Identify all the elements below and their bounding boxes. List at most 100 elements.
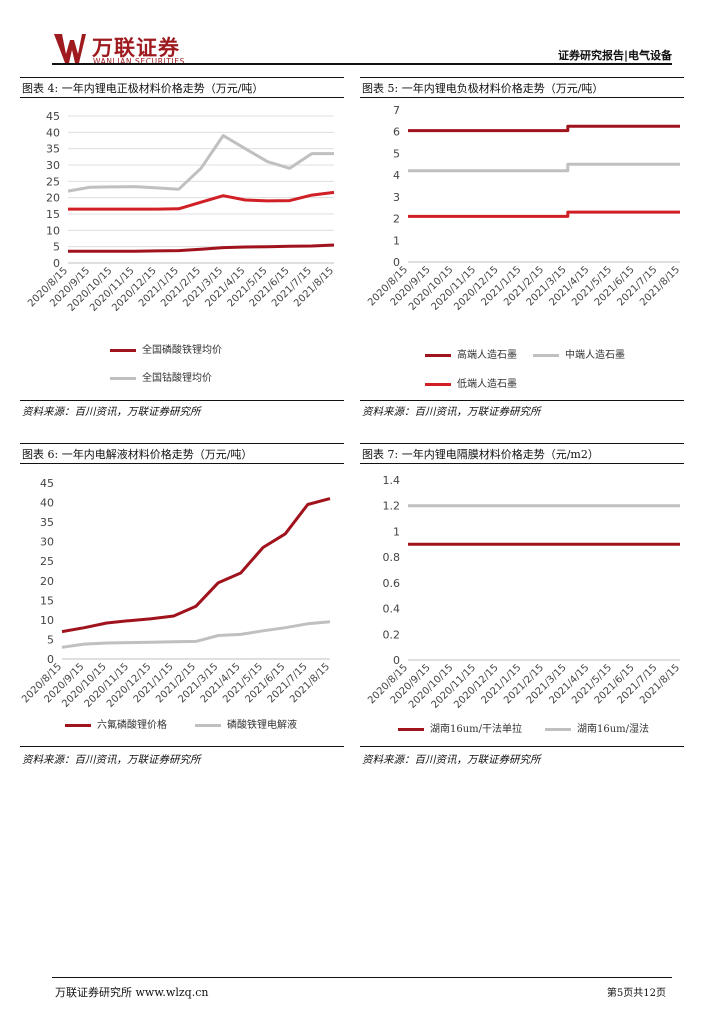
- y-tick-label: 25: [46, 175, 60, 188]
- y-tick-label: 1.4: [383, 474, 401, 487]
- legend-label: 全国钴酸锂均价: [142, 373, 212, 384]
- legend-label: 低端人造石墨: [457, 379, 517, 390]
- series-line: [67, 134, 334, 193]
- fig7-source-rule: [360, 746, 684, 747]
- series-line: [408, 162, 680, 173]
- logo-mark-icon: [54, 34, 86, 63]
- legend-swatch: [398, 728, 424, 731]
- fig7-source: 资料来源：百川资讯，万联证券研究所: [362, 754, 541, 766]
- y-tick-label: 40: [40, 497, 54, 510]
- y-tick-label: 2: [393, 213, 400, 226]
- fig4-legend-item-1: 全国磷酸铁锂均价: [110, 341, 222, 356]
- y-tick-label: 1.2: [383, 500, 401, 513]
- fig7-chart: 00.20.40.60.811.21.42020/8/152020/9/1520…: [366, 474, 682, 711]
- y-tick-label: 1: [393, 234, 400, 247]
- footer-company: 万联证券研究所 www.wlzq.cn: [55, 986, 209, 999]
- y-tick-label: 0: [393, 654, 400, 667]
- y-tick-label: 20: [46, 192, 60, 205]
- y-tick-label: 1: [393, 525, 400, 538]
- fig4-title: 图表 4: 一年内锂电正极材料价格走势（万元/吨）: [22, 82, 264, 95]
- fig7-title: 图表 7: 一年内锂电隔膜材料价格走势（元/m2）: [362, 448, 599, 461]
- footer-page-number: 第5页共12页: [606, 988, 666, 999]
- series-line: [408, 210, 680, 218]
- legend-swatch: [110, 377, 136, 380]
- fig6-chart: 0510152025303540452020/8/152020/9/152020…: [20, 477, 332, 710]
- company-logo: 万联证券 WANLIAN SECURITIES: [52, 30, 212, 70]
- fig7-legend-item-2: 湖南16um/湿法: [545, 720, 649, 735]
- fig5-legend-item-3: 低端人造石墨: [425, 375, 517, 390]
- fig5-title-rule: [360, 97, 684, 98]
- logo-name: 万联证券: [92, 36, 180, 60]
- y-tick-label: 3: [393, 191, 400, 204]
- fig6-source: 资料来源：百川资讯，万联证券研究所: [22, 754, 201, 766]
- y-tick-label: 10: [46, 224, 60, 237]
- fig6-title-rule: [20, 463, 344, 464]
- fig7-title-rule: [360, 463, 684, 464]
- fig7-top-rule: [360, 443, 684, 444]
- report-category: 证券研究报告|电气设备: [557, 49, 672, 62]
- legend-label: 湖南16um/湿法: [577, 724, 650, 735]
- y-tick-label: 0: [53, 257, 60, 270]
- legend-swatch: [533, 354, 559, 357]
- fig4-top-rule: [20, 77, 344, 78]
- y-tick-label: 0.4: [383, 603, 401, 616]
- fig4-source-rule: [20, 400, 344, 401]
- legend-swatch: [425, 354, 451, 357]
- header-rule: [52, 63, 672, 65]
- legend-swatch: [425, 383, 451, 386]
- legend-swatch: [545, 728, 571, 731]
- y-tick-label: 20: [40, 575, 54, 588]
- legend-label: 湖南16um/干法单拉: [430, 724, 523, 735]
- fig5-legend-item-2: 中端人造石墨: [533, 346, 625, 361]
- y-tick-label: 15: [40, 594, 54, 607]
- fig6-top-rule: [20, 443, 344, 444]
- y-tick-label: 40: [46, 126, 60, 139]
- y-tick-label: 5: [53, 241, 60, 254]
- fig5-chart: 012345672020/8/152020/9/152020/10/152020…: [366, 104, 682, 313]
- fig5-top-rule: [360, 77, 684, 78]
- y-tick-label: 45: [40, 477, 54, 490]
- y-tick-label: 6: [393, 126, 400, 139]
- fig4-chart: 0510152025303540452020/8/152020/9/152020…: [26, 110, 336, 314]
- y-tick-label: 5: [47, 633, 54, 646]
- y-tick-label: 45: [46, 110, 60, 123]
- legend-label: 高端人造石墨: [457, 350, 517, 361]
- legend-swatch: [65, 724, 91, 727]
- fig4-source: 资料来源：百川资讯，万联证券研究所: [22, 406, 201, 418]
- series-line: [68, 190, 335, 211]
- fig5-legend-item-1: 高端人造石墨: [425, 346, 517, 361]
- series-line: [408, 124, 680, 133]
- series-line: [68, 243, 335, 253]
- y-tick-label: 35: [40, 516, 54, 529]
- y-tick-label: 5: [393, 147, 400, 160]
- y-tick-label: 15: [46, 208, 60, 221]
- series-line: [61, 620, 331, 649]
- y-tick-label: 0.8: [383, 551, 401, 564]
- y-tick-label: 7: [393, 104, 400, 117]
- series-line: [61, 497, 331, 634]
- fig7-legend-item-1: 湖南16um/干法单拉: [398, 720, 522, 735]
- fig5-source-rule: [360, 400, 684, 401]
- fig4-legend-item-2: 全国钴酸锂均价: [110, 369, 212, 384]
- fig6-legend-item-2: 磷酸铁锂电解液: [195, 716, 297, 731]
- fig6-title: 图表 6: 一年内电解液材料价格走势（万元/吨）: [22, 448, 253, 461]
- y-tick-label: 0.6: [383, 577, 401, 590]
- y-tick-label: 0: [393, 256, 400, 269]
- logo-subtitle: WANLIAN SECURITIES: [93, 57, 186, 66]
- y-tick-label: 30: [46, 159, 60, 172]
- y-tick-label: 0.2: [383, 628, 401, 641]
- legend-swatch: [195, 724, 221, 727]
- y-tick-label: 30: [40, 536, 54, 549]
- y-tick-label: 10: [40, 614, 54, 627]
- legend-label: 磷酸铁锂电解液: [227, 720, 297, 731]
- fig6-source-rule: [20, 746, 344, 747]
- fig5-source: 资料来源：百川资讯，万联证券研究所: [362, 406, 541, 418]
- y-tick-label: 35: [46, 143, 60, 156]
- y-tick-label: 0: [47, 653, 54, 666]
- footer-rule: [52, 977, 672, 978]
- legend-label: 全国磷酸铁锂均价: [142, 345, 222, 356]
- y-tick-label: 4: [393, 169, 400, 182]
- fig4-title-rule: [20, 97, 344, 98]
- legend-label: 六氟磷酸锂价格: [97, 720, 167, 731]
- y-tick-label: 25: [40, 555, 54, 568]
